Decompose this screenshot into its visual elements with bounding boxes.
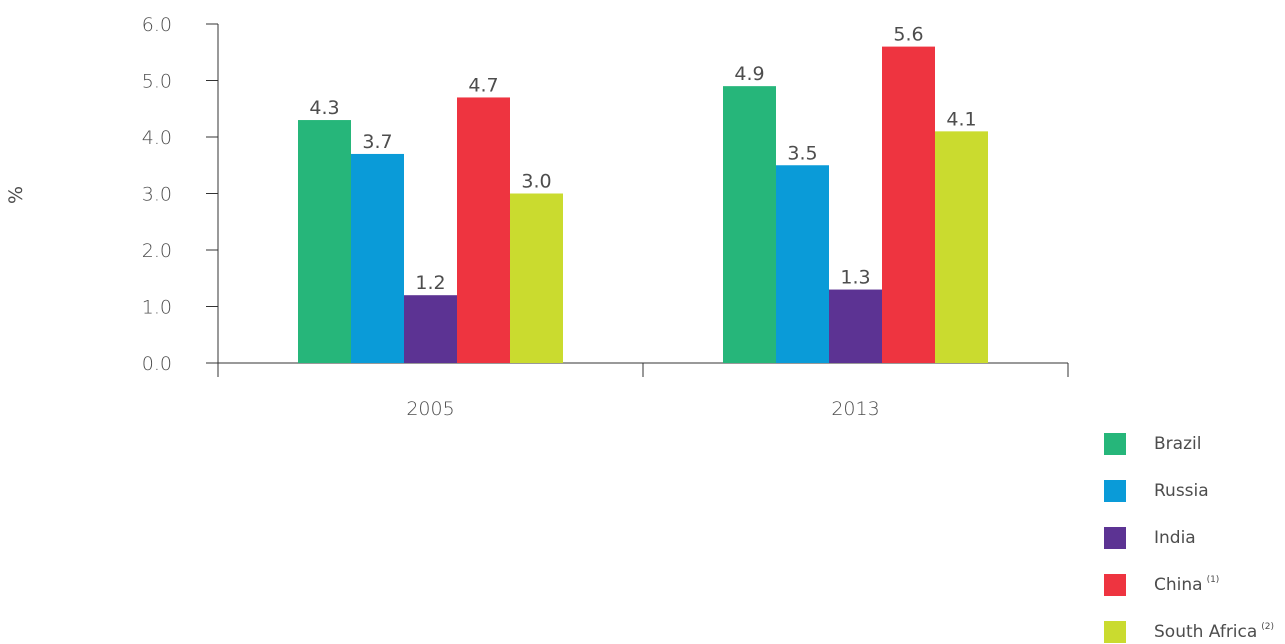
y-tick-label: 5.0 <box>142 71 172 93</box>
legend-series-name: Brazil <box>1154 434 1202 454</box>
legend-item: China (1) <box>1104 573 1219 597</box>
legend-label: South Africa (2) <box>1154 622 1274 642</box>
legend-swatch <box>1104 480 1126 502</box>
y-tick-label: 2.0 <box>142 240 172 262</box>
data-label: 1.3 <box>840 267 870 289</box>
bar <box>457 97 510 363</box>
data-label: 4.1 <box>946 108 976 130</box>
legend-series-name: India <box>1154 528 1196 548</box>
legend-footnote-mark: (2) <box>1261 622 1275 632</box>
legend-label: China (1) <box>1154 575 1219 595</box>
data-label: 1.2 <box>415 272 445 294</box>
legend-swatch <box>1104 574 1126 596</box>
y-tick-label: 3.0 <box>142 184 172 206</box>
legend-swatch <box>1104 621 1126 643</box>
data-labels: 4.3 3.7 1.2 4.7 3.0 4.9 3.5 1.3 5.6 4.1 <box>309 24 976 295</box>
bar <box>935 131 988 363</box>
bars <box>298 46 988 364</box>
y-axis: 0.0 1.0 2.0 3.0 4.0 5.0 6.0 <box>142 14 219 375</box>
bar <box>882 46 935 363</box>
data-label: 3.5 <box>787 142 817 164</box>
y-tick-label: 1.0 <box>142 297 172 319</box>
legend-item: India <box>1104 526 1196 550</box>
y-tick-label: 4.0 <box>142 127 172 149</box>
legend-label: Russia <box>1154 481 1209 501</box>
legend-series-name: Russia <box>1154 481 1209 501</box>
data-label: 4.3 <box>309 97 339 119</box>
bar <box>351 153 404 363</box>
bar <box>510 193 563 363</box>
bar <box>723 86 776 364</box>
bar <box>776 165 829 363</box>
bar <box>298 120 351 363</box>
legend-series-name: South Africa <box>1154 622 1258 642</box>
y-tick-label: 6.0 <box>142 14 172 36</box>
data-label: 3.7 <box>362 131 392 153</box>
legend-label: Brazil <box>1154 434 1201 454</box>
legend-series-name: China <box>1154 575 1203 595</box>
bar <box>829 289 882 363</box>
bar <box>404 295 457 363</box>
y-tick-label: 0.0 <box>142 353 172 375</box>
legend-item: Brazil <box>1104 432 1201 456</box>
legend-label: India <box>1154 528 1196 548</box>
legend-footnote-mark: (1) <box>1206 575 1220 585</box>
legend-item: Russia <box>1104 479 1209 503</box>
data-label: 3.0 <box>521 171 551 193</box>
y-axis-label: % <box>5 186 27 204</box>
legend-swatch <box>1104 527 1126 549</box>
legend-swatch <box>1104 433 1126 455</box>
x-axis: 2005 2013 <box>217 362 1069 420</box>
x-tick-label: 2013 <box>831 398 879 420</box>
legend-item: South Africa (2) <box>1104 620 1274 644</box>
x-tick-label: 2005 <box>406 398 454 420</box>
data-label: 4.9 <box>734 63 764 85</box>
data-label: 5.6 <box>893 24 923 46</box>
data-label: 4.7 <box>468 74 498 96</box>
